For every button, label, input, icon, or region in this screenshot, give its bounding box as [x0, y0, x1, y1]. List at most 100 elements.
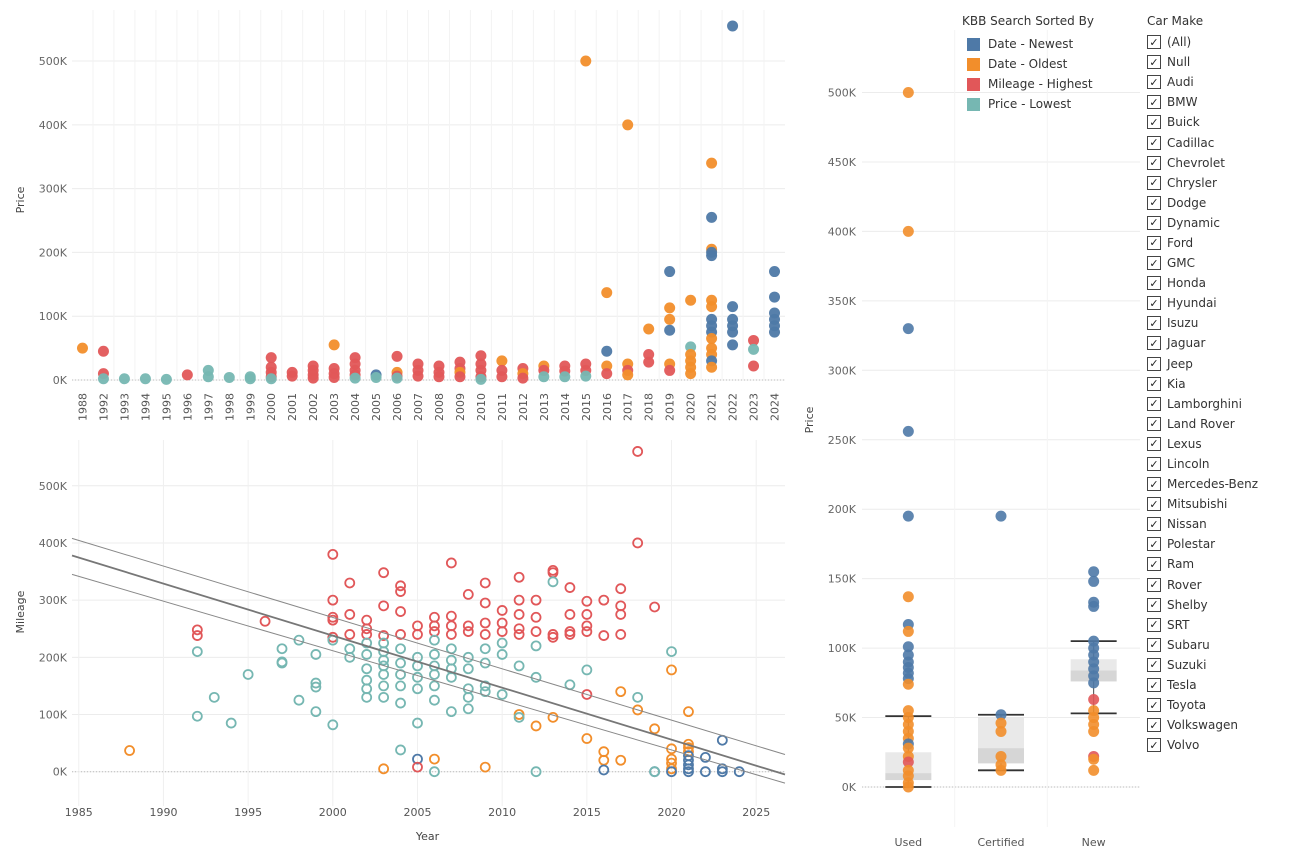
checkbox[interactable]: ✓: [1147, 698, 1161, 713]
checkbox[interactable]: ✓: [1147, 195, 1161, 210]
filter-option[interactable]: ✓ Chevrolet: [1147, 153, 1297, 173]
checkbox[interactable]: ✓: [1147, 678, 1161, 693]
checkbox[interactable]: ✓: [1147, 296, 1161, 311]
checkbox[interactable]: ✓: [1147, 537, 1161, 552]
y-tick-label: 200K: [39, 651, 68, 664]
data-point: [902, 781, 914, 793]
checkbox[interactable]: ✓: [1147, 396, 1161, 411]
checkbox[interactable]: ✓: [1147, 115, 1161, 130]
checkbox[interactable]: ✓: [1147, 175, 1161, 190]
data-point: [643, 348, 655, 360]
data-point: [547, 631, 559, 643]
filter-option[interactable]: ✓ Audi: [1147, 72, 1297, 92]
checkbox[interactable]: ✓: [1147, 155, 1161, 170]
checkbox[interactable]: ✓: [1147, 376, 1161, 391]
checkbox[interactable]: ✓: [1147, 235, 1161, 250]
checkbox[interactable]: ✓: [1147, 35, 1161, 50]
filter-option[interactable]: ✓ Hyundai: [1147, 293, 1297, 313]
data-point: [395, 680, 406, 692]
data-point: [632, 446, 644, 457]
data-point: [276, 643, 288, 655]
filter-option[interactable]: ✓ Tesla: [1147, 675, 1297, 695]
checkbox[interactable]: ✓: [1147, 256, 1161, 271]
filter-option[interactable]: ✓ Honda: [1147, 273, 1297, 293]
x-tick-label: 2023: [748, 393, 761, 421]
filter-option[interactable]: ✓ Suzuki: [1147, 655, 1297, 675]
filter-option[interactable]: ✓ Buick: [1147, 112, 1297, 132]
x-tick-label: 2025: [742, 806, 770, 819]
checkbox[interactable]: ✓: [1147, 135, 1161, 150]
checkbox[interactable]: ✓: [1147, 356, 1161, 371]
data-point: [995, 709, 1007, 721]
legend-item[interactable]: Mileage - Highest: [962, 74, 1122, 94]
data-point: [310, 681, 322, 693]
filter-option-label: GMC: [1167, 256, 1196, 271]
checkbox[interactable]: ✓: [1147, 597, 1161, 612]
checkbox[interactable]: ✓: [1147, 316, 1161, 331]
checkbox[interactable]: ✓: [1147, 276, 1161, 291]
filter-option[interactable]: ✓ Polestar: [1147, 534, 1297, 554]
filter-option[interactable]: ✓ GMC: [1147, 253, 1297, 273]
checkbox[interactable]: ✓: [1147, 637, 1161, 652]
checkbox[interactable]: ✓: [1147, 457, 1161, 472]
checkbox[interactable]: ✓: [1147, 416, 1161, 431]
filter-option[interactable]: ✓ Chrysler: [1147, 173, 1297, 193]
checkbox[interactable]: ✓: [1147, 75, 1161, 90]
x-tick-label: 1990: [149, 806, 177, 819]
data-point: [733, 766, 745, 778]
legend-label: Price - Lowest: [988, 97, 1072, 111]
filter-option[interactable]: ✓ Cadillac: [1147, 132, 1297, 152]
filter-option[interactable]: ✓ Nissan: [1147, 514, 1297, 534]
filter-option[interactable]: ✓ Subaru: [1147, 635, 1297, 655]
filter-option[interactable]: ✓ Shelby: [1147, 595, 1297, 615]
filter-option[interactable]: ✓ Lamborghini: [1147, 394, 1297, 414]
filter-option[interactable]: ✓ Land Rover: [1147, 414, 1297, 434]
filter-option-label: Land Rover: [1167, 416, 1235, 431]
checkbox[interactable]: ✓: [1147, 336, 1161, 351]
legend-item[interactable]: Price - Lowest: [962, 94, 1122, 114]
filter-option[interactable]: ✓ Ford: [1147, 233, 1297, 253]
filter-option[interactable]: ✓ SRT: [1147, 615, 1297, 635]
filter-option[interactable]: ✓ Mitsubishi: [1147, 494, 1297, 514]
legend-item[interactable]: Date - Oldest: [962, 54, 1122, 74]
checkbox[interactable]: ✓: [1147, 617, 1161, 632]
checkbox[interactable]: ✓: [1147, 477, 1161, 492]
filter-option[interactable]: ✓ Lincoln: [1147, 454, 1297, 474]
filter-option[interactable]: ✓ Null: [1147, 52, 1297, 72]
checkbox[interactable]: ✓: [1147, 657, 1161, 672]
data-point: [664, 266, 676, 278]
filter-option[interactable]: ✓ Mercedes-Benz: [1147, 474, 1297, 494]
checkbox[interactable]: ✓: [1147, 436, 1161, 451]
filter-option[interactable]: ✓ Dodge: [1147, 193, 1297, 213]
data-point: [429, 669, 440, 680]
checkbox[interactable]: ✓: [1147, 215, 1161, 230]
filter-option[interactable]: ✓ Kia: [1147, 374, 1297, 394]
checkbox[interactable]: ✓: [1147, 738, 1161, 753]
checkbox[interactable]: ✓: [1147, 517, 1161, 532]
checkbox[interactable]: ✓: [1147, 557, 1161, 572]
filter-option[interactable]: ✓ (All): [1147, 32, 1297, 52]
filter-option[interactable]: ✓ Toyota: [1147, 695, 1297, 715]
filter-option[interactable]: ✓ Jaguar: [1147, 333, 1297, 353]
filter-option[interactable]: ✓ Ram: [1147, 554, 1297, 574]
y-tick-label: 500K: [39, 55, 68, 68]
filter-option[interactable]: ✓ Volvo: [1147, 735, 1297, 755]
checkbox[interactable]: ✓: [1147, 95, 1161, 110]
filter-option[interactable]: ✓ Jeep: [1147, 354, 1297, 374]
checkbox[interactable]: ✓: [1147, 497, 1161, 512]
filter-option[interactable]: ✓ Lexus: [1147, 434, 1297, 454]
legend-item[interactable]: Date - Newest: [962, 34, 1122, 54]
filter-option[interactable]: ✓ Dynamic: [1147, 213, 1297, 233]
data-point: [643, 356, 655, 368]
data-point: [581, 595, 593, 607]
checkbox[interactable]: ✓: [1147, 718, 1161, 733]
checkbox[interactable]: ✓: [1147, 577, 1161, 592]
x-tick-label: 2020: [658, 806, 686, 819]
data-point: [622, 119, 634, 131]
checkbox[interactable]: ✓: [1147, 55, 1161, 70]
filter-option[interactable]: ✓ BMW: [1147, 92, 1297, 112]
filter-option[interactable]: ✓ Volkswagen: [1147, 715, 1297, 735]
data-point: [706, 301, 718, 313]
filter-option[interactable]: ✓ Rover: [1147, 575, 1297, 595]
filter-option[interactable]: ✓ Isuzu: [1147, 313, 1297, 333]
